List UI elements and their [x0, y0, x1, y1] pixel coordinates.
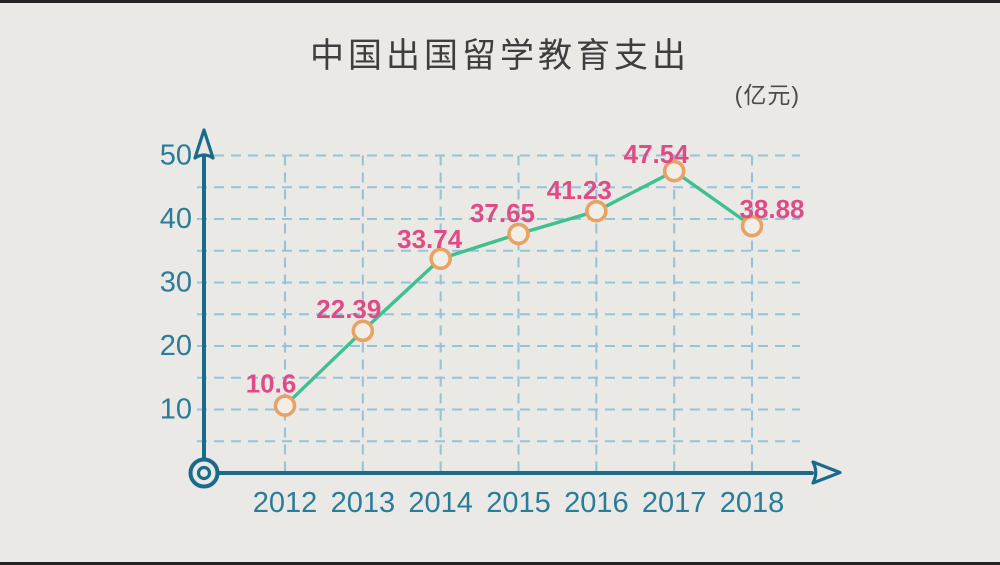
origin-marker — [188, 457, 220, 489]
y-tick-label: 40 — [160, 203, 192, 235]
x-axis-arrow-icon — [811, 460, 842, 485]
x-tick-label: 2013 — [331, 487, 396, 519]
data-point-marker — [662, 159, 686, 183]
data-point-label: 33.74 — [397, 224, 463, 254]
y-tick-label: 30 — [160, 267, 192, 299]
y-axis-arrow-icon — [193, 128, 215, 160]
data-point-marker — [740, 214, 764, 238]
x-tick-label: 2018 — [720, 487, 785, 519]
data-point-marker — [429, 247, 452, 271]
letterbox-bar-bottom — [0, 562, 1000, 565]
data-point-label: 10.6 — [246, 369, 297, 399]
origin-marker-inner — [196, 465, 212, 481]
y-tick-label: 20 — [160, 330, 192, 362]
letterbox-bar-top — [0, 0, 1000, 3]
data-point-marker — [273, 394, 297, 417]
unit-label: (亿元) — [734, 82, 800, 108]
y-tick-label: 10 — [160, 394, 192, 426]
data-point-label: 41.23 — [547, 175, 612, 205]
y-tick-label: 50 — [160, 140, 192, 172]
data-point-label: 38.88 — [739, 194, 804, 224]
x-tick-label: 2015 — [486, 487, 551, 519]
data-point-label: 22.39 — [316, 294, 381, 324]
x-tick-label: 2016 — [564, 487, 629, 519]
data-point-label: 47.54 — [624, 139, 690, 169]
x-tick-label: 2017 — [642, 487, 707, 519]
data-point-marker — [507, 222, 530, 246]
chart-title: 中国出国留学教育支出 — [310, 37, 690, 75]
data-point-marker — [351, 319, 375, 343]
x-tick-label: 2014 — [408, 487, 473, 519]
data-point-label: 37.65 — [470, 198, 535, 228]
x-tick-label: 2012 — [253, 487, 318, 519]
data-point-marker — [585, 199, 608, 223]
